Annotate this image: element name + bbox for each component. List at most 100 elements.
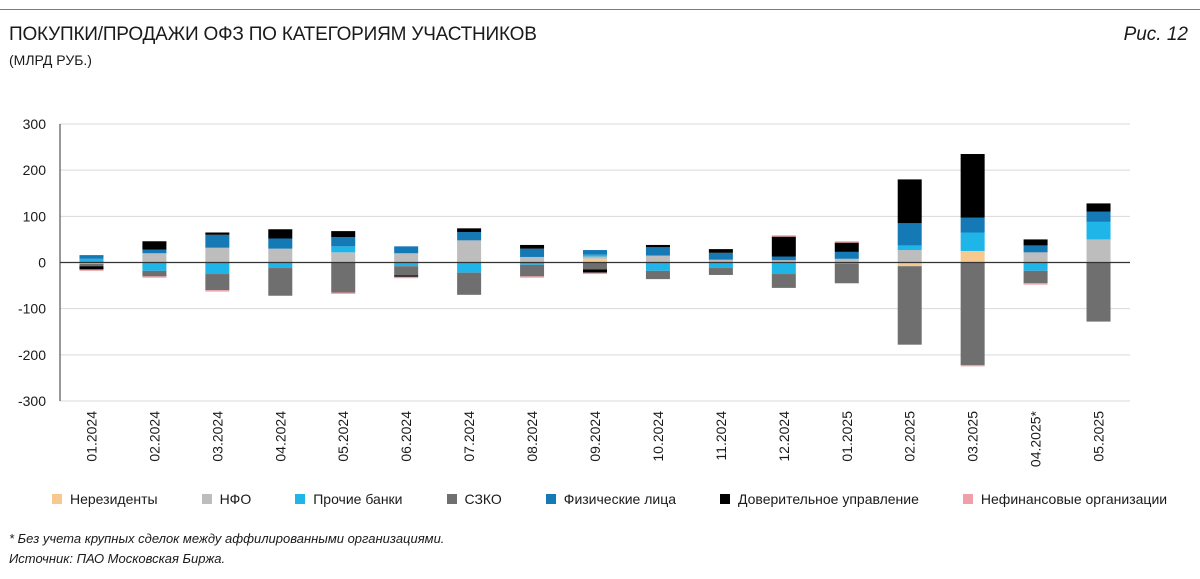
legend-item: Нефинансовые организации <box>962 491 1168 507</box>
bar-segment <box>1086 203 1111 212</box>
bar-segment <box>771 256 796 261</box>
legend-item: Нерезиденты <box>52 491 158 507</box>
bar-segment <box>771 236 796 257</box>
chart-legend: Нерезиденты НФО Прочие банки СЗКО Физические… <box>52 491 1167 507</box>
bar-segment <box>142 253 167 263</box>
legend-item: Доверительное управление <box>720 491 919 507</box>
bar-segment <box>457 228 482 233</box>
x-tick-label: 03.2025 <box>965 411 981 462</box>
bar-segment <box>394 275 419 277</box>
y-tick-label: 0 <box>38 255 46 271</box>
bar-segment <box>394 246 419 254</box>
legend-swatch <box>545 494 556 504</box>
bar-segment <box>897 245 922 251</box>
bar-segment <box>1086 262 1111 322</box>
bar-segment <box>583 258 607 263</box>
bar-segment <box>1023 245 1048 253</box>
bar-segment <box>394 266 419 276</box>
bar-segment <box>205 274 230 291</box>
bar-segment <box>142 276 167 278</box>
bar-segment <box>205 232 230 235</box>
stacked-bar-chart: 300 200 100 0 -100 -200 -300 01.2024 02.2024 03.2… <box>18 116 1130 467</box>
legend-item: Прочие банки <box>295 491 403 507</box>
bar-segment <box>1023 239 1048 246</box>
bar-segment <box>1086 221 1111 240</box>
bar-segment <box>583 262 607 270</box>
y-tick-label: -200 <box>18 347 46 363</box>
bar-segment <box>520 244 545 249</box>
bar-segment <box>771 235 796 237</box>
bar-segment <box>834 263 859 284</box>
x-tick-label: 01.2025 <box>839 411 855 462</box>
bar-segment <box>1023 252 1048 263</box>
legend-swatch <box>201 494 212 504</box>
bar-segment <box>645 244 670 248</box>
bar-segment <box>1086 239 1111 263</box>
legend-label: Физические лица <box>563 491 676 507</box>
bar-segment <box>268 268 293 296</box>
x-tick-label: 04.2025* <box>1028 410 1044 467</box>
bar-segment <box>960 364 985 367</box>
legend-label: Нефинансовые организации <box>980 491 1168 507</box>
chart-title: ПОКУПКИ/ПРОДАЖИ ОФЗ ПО КАТЕГОРИЯМ УЧАСТН… <box>9 24 537 45</box>
bar-segment <box>960 250 985 263</box>
x-tick-label: 11.2024 <box>713 411 729 461</box>
bar-segment <box>268 262 293 269</box>
bar-segment <box>520 262 545 265</box>
bar-segment <box>79 263 104 267</box>
legend-item: Физические лица <box>545 491 676 507</box>
x-tick-label: 08.2024 <box>524 411 540 462</box>
bar-segment <box>394 262 419 267</box>
legend-swatch <box>720 494 730 504</box>
bar-segment <box>205 247 230 263</box>
x-tick-label: 01.2024 <box>83 411 99 462</box>
bar-segment <box>960 262 985 365</box>
bar-segment <box>331 231 356 238</box>
bar-segment <box>897 262 922 267</box>
bar-segment <box>960 154 985 218</box>
bar-segment <box>771 274 796 288</box>
bar-segment <box>142 249 167 254</box>
legend-swatch <box>962 494 973 504</box>
legend-swatch <box>446 494 457 504</box>
bar-segment <box>331 252 356 263</box>
y-tick-label: -100 <box>18 301 46 317</box>
bar-segment <box>142 262 167 271</box>
bar-segment <box>1023 262 1048 271</box>
legend-item: СЗКО <box>446 491 502 507</box>
bar-segment <box>268 248 293 263</box>
y-tick-label: -300 <box>18 393 46 409</box>
source-note: Источник: ПАО Московская Биржа. <box>9 551 226 566</box>
bar-segment <box>771 262 796 275</box>
bar-segment <box>457 232 482 241</box>
x-tick-label: 07.2024 <box>461 411 477 462</box>
legend-item: НФО <box>201 491 251 507</box>
bar-segment <box>708 249 733 253</box>
bar-segment <box>331 237 356 247</box>
bar-segment <box>583 250 607 255</box>
bar-segment <box>834 262 859 264</box>
figure-label: Рис. 12 <box>1123 24 1188 45</box>
bar-segment <box>897 250 922 263</box>
bar-segment <box>142 241 167 250</box>
bar-segment <box>645 262 670 271</box>
bar-segment <box>79 255 104 259</box>
bar-segment <box>394 276 419 279</box>
bar-segment <box>708 252 733 260</box>
x-tick-label: 02.2024 <box>146 411 162 462</box>
legend-label: Нерезиденты <box>70 491 158 507</box>
bar-segment <box>897 179 922 224</box>
bar-segment <box>520 256 545 263</box>
bar-segment <box>205 290 230 292</box>
bar-segment <box>834 241 859 243</box>
bar-segment <box>1023 283 1048 285</box>
legend-swatch <box>295 494 306 504</box>
legend-label: Доверительное управление <box>738 491 919 507</box>
x-tick-label: 06.2024 <box>398 411 414 462</box>
bar-segment <box>1023 270 1048 284</box>
bar-segment <box>457 272 482 295</box>
x-tick-label: 05.2024 <box>335 411 351 462</box>
bar-segment <box>834 258 859 263</box>
bar-segment <box>645 270 670 280</box>
bar-segment <box>708 259 733 263</box>
